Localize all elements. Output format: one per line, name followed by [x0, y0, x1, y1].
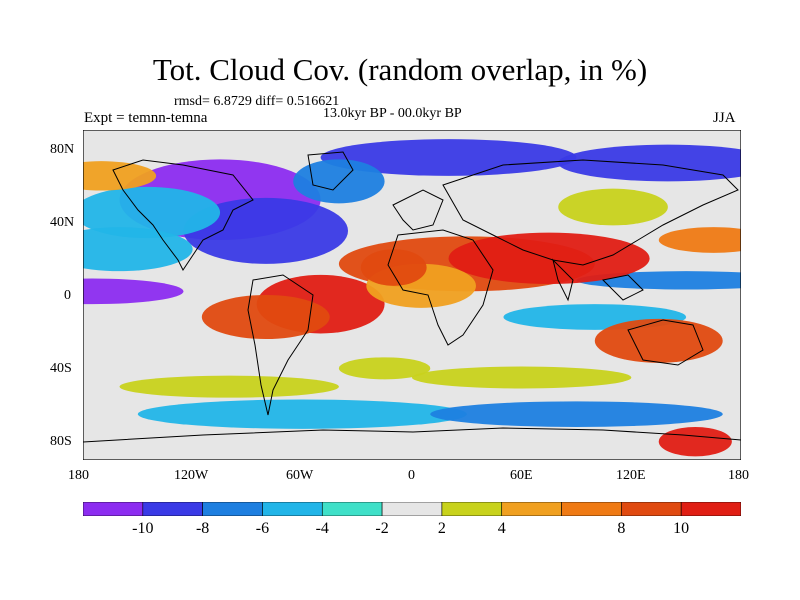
lat-tick: 80N: [50, 142, 75, 157]
anomaly-region: [658, 427, 732, 457]
colorbar-swatch: [142, 502, 203, 516]
colorbar-swatch: [381, 502, 443, 516]
anomaly-region: [594, 318, 723, 363]
anomaly-region: [558, 144, 741, 182]
colorbar-label: 10: [673, 520, 690, 537]
colorbar-label: 8: [617, 520, 626, 537]
anomaly-region: [83, 186, 221, 239]
lon-tick: 120W: [174, 468, 209, 483]
colorbar-label: -2: [375, 520, 389, 537]
period-label: 13.0kyr BP - 00.0kyr BP: [323, 106, 462, 121]
anomaly-region: [412, 366, 632, 389]
anomaly-region: [183, 197, 349, 264]
lon-tick: 0: [408, 468, 415, 483]
colorbar-swatch: [321, 502, 383, 516]
anomaly-region: [119, 375, 339, 398]
lat-tick: 40S: [50, 361, 72, 376]
colorbar-swatch: [680, 502, 741, 516]
colorbar-label: -4: [315, 520, 329, 537]
lat-tick: 80S: [50, 434, 72, 449]
colorbar-label: -8: [195, 520, 210, 537]
colorbar: [83, 502, 741, 516]
colorbar-swatch: [441, 502, 503, 516]
colorbar-label: 4: [497, 520, 506, 537]
lat-tick: 40N: [50, 215, 75, 230]
anomaly-region: [83, 161, 157, 191]
experiment-label: Expt = temnn-temna: [84, 110, 208, 126]
anomaly-region: [558, 188, 668, 226]
anomaly-region: [360, 249, 427, 286]
lon-tick: 60E: [510, 468, 533, 483]
anomaly-region: [430, 401, 723, 427]
colorbar-swatch: [501, 502, 562, 516]
anomaly-region: [338, 357, 431, 380]
coastlines: [83, 151, 741, 443]
lat-tick: 0: [64, 288, 71, 303]
colorbar-swatch: [202, 502, 263, 516]
season-label: JJA: [713, 110, 736, 126]
plot-title: Tot. Cloud Cov. (random overlap, in %): [152, 52, 648, 87]
lon-tick: 120E: [616, 468, 646, 483]
anomaly-region: [201, 295, 330, 339]
anomaly-region: [658, 227, 741, 253]
lon-tick: 180: [728, 468, 749, 483]
anomaly-region: [320, 139, 577, 176]
anomaly-region: [83, 227, 193, 272]
colorbar-label: 2: [437, 520, 446, 537]
anomaly-region: [137, 399, 467, 429]
colorbar-swatch: [561, 502, 622, 516]
anomaly-map: [83, 130, 741, 460]
colorbar-swatch: [621, 502, 682, 516]
colorbar-label: -6: [255, 520, 270, 537]
colorbar-swatch: [262, 502, 323, 516]
anomaly-layer: [83, 139, 741, 457]
colorbar-swatch: [83, 502, 144, 516]
lon-tick: 180: [68, 468, 89, 483]
lon-tick: 60W: [286, 468, 314, 483]
colorbar-label: -10: [132, 520, 154, 537]
stats-label: rmsd= 6.8729 diff= 0.516621: [174, 94, 340, 109]
anomaly-region: [293, 159, 385, 204]
anomaly-region: [83, 278, 184, 305]
